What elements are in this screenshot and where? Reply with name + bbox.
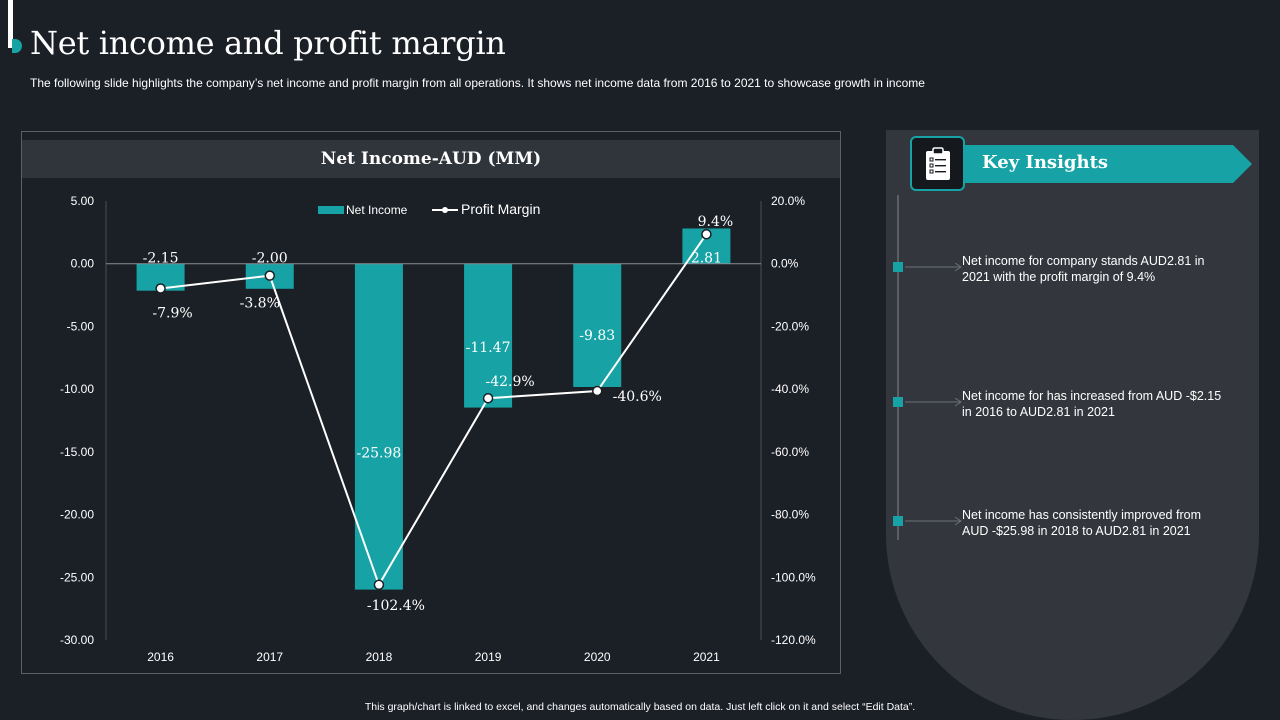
y-right-tick-label: 20.0% <box>771 194 805 208</box>
x-tick-label: 2016 <box>147 650 174 664</box>
insight-bullet-icon <box>893 397 903 407</box>
y-right-tick-label: -40.0% <box>771 382 809 396</box>
line-data-label: -3.8% <box>240 296 280 312</box>
clipboard-checklist-icon <box>910 136 965 191</box>
insight-bullet-icon <box>893 262 903 272</box>
bar-data-label: 2.81 <box>691 251 722 267</box>
y-left-tick-label: -20.00 <box>60 508 94 522</box>
bar-net-income <box>354 263 403 590</box>
insights-banner <box>936 145 1252 183</box>
profit-margin-line <box>160 233 708 588</box>
legend-label-net-income: Net Income <box>346 203 408 217</box>
y-right-tick-label: -20.0% <box>771 319 809 333</box>
chart-title: Net Income-AUD (MM) <box>320 149 542 169</box>
profit-margin-point <box>592 385 603 397</box>
insight-text: Net income has consistently improved fro… <box>962 508 1201 538</box>
arrow-right-icon <box>905 398 962 407</box>
insights-timeline <box>897 195 899 540</box>
profit-margin-point <box>155 283 166 294</box>
line-data-label: -40.6% <box>613 389 662 405</box>
y-right-tick-label: -80.0% <box>771 508 809 522</box>
bar-data-label: -2.15 <box>143 251 179 267</box>
y-right-tick-label: -60.0% <box>771 445 809 459</box>
y-left-tick-label: -25.00 <box>60 570 94 584</box>
bar-data-label: -11.47 <box>466 340 511 356</box>
legend-label-profit-margin: Profit Margin <box>461 201 540 217</box>
y-left-tick-label: 0.00 <box>71 257 95 271</box>
title-accent-dot <box>12 39 22 53</box>
chart-header: Net Income-AUD (MM) <box>22 140 840 178</box>
chart-svg: 5.00 0.00 -5.00 -10.00 -15.00 -20.00 -25.00 -30… <box>60 194 816 664</box>
y-right-tick-label: 0.0% <box>771 257 799 271</box>
profit-margin-point <box>264 270 275 281</box>
y-left-tick-label: -5.00 <box>67 319 95 333</box>
insights-title: Key Insights <box>982 152 1109 173</box>
title-accent-bar <box>8 0 13 48</box>
legend-swatch-net-income <box>318 206 344 214</box>
y-left-tick-label: -30.00 <box>60 633 94 647</box>
line-data-label: -7.9% <box>152 305 192 321</box>
bar-data-label: -2.00 <box>252 251 288 267</box>
x-tick-label: 2020 <box>584 650 611 664</box>
insights-panel <box>886 130 1259 720</box>
x-tick-label: 2021 <box>693 650 720 664</box>
y-left-tick-label: -15.00 <box>60 445 94 459</box>
x-tick-label: 2019 <box>475 650 502 664</box>
footnote: This graph/chart is linked to excel, and… <box>364 701 916 713</box>
insight-text: Net income for company stands AUD2.81 in… <box>962 254 1205 284</box>
bar-net-income <box>464 263 513 408</box>
chart-frame[interactable]: Net Income-AUD (MM) 5.00 0.00 -5.00 -10.00 -… <box>21 131 841 674</box>
insight-bullet-icon <box>893 516 903 526</box>
arrow-right-icon <box>905 263 962 272</box>
x-tick-label: 2017 <box>256 650 283 664</box>
y-right-tick-label: -100.0% <box>771 570 816 584</box>
profit-margin-point <box>373 579 385 591</box>
legend-marker-profit-margin <box>442 207 448 213</box>
page-title: Net income and profit margin <box>30 24 506 62</box>
line-data-label: -102.4% <box>367 598 425 614</box>
profit-margin-point <box>701 228 712 240</box>
insight-text: Net income for has increased from AUD -$… <box>962 389 1222 419</box>
y-left-tick-label: -10.00 <box>60 382 94 396</box>
x-tick-label: 2018 <box>366 650 393 664</box>
arrow-right-icon <box>905 517 962 526</box>
line-data-label: -42.9% <box>485 374 534 390</box>
y-right-tick-label: -120.0% <box>771 633 816 647</box>
page-subtitle: The following slide highlights the compa… <box>30 76 925 90</box>
bar-data-label: -9.83 <box>579 328 615 344</box>
y-left-tick-label: 5.00 <box>71 194 95 208</box>
profit-margin-point <box>482 392 494 404</box>
bar-data-label: -25.98 <box>357 446 402 462</box>
line-data-label: 9.4% <box>698 214 734 230</box>
